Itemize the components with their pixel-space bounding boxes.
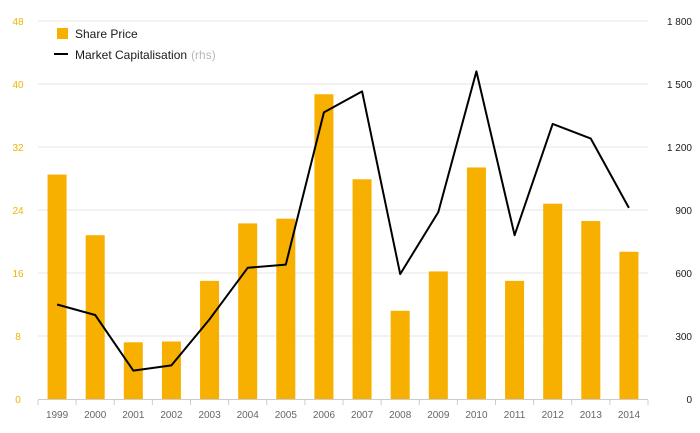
y-left-tick-label: 0 (15, 395, 21, 406)
share-price-bars (47, 94, 639, 400)
y-left-tick-label: 16 (12, 269, 24, 280)
x-tick-label: 2000 (84, 410, 107, 421)
x-tick-label: 2003 (198, 410, 221, 421)
bar-2004 (238, 223, 258, 399)
y-right-tick-label: 1 200 (667, 143, 692, 154)
bar-2013 (581, 221, 601, 399)
market-cap-line (56, 70, 630, 372)
bar-2005 (276, 218, 296, 399)
bar-2006 (314, 94, 334, 400)
x-tick-label: 2013 (580, 410, 603, 421)
x-axis: 1999 2000 2001 2002 2003 2004 2005 2006 2007 2008… (37, 399, 649, 421)
legend: Share Price Market Capitalisation (rhs) (54, 27, 216, 62)
y-right-tick-label: 0 (686, 395, 692, 406)
bar-2007 (352, 179, 372, 399)
y-right-tick-label: 600 (675, 269, 692, 280)
bar-1999 (47, 174, 67, 399)
y-left-tick-label: 32 (12, 143, 24, 154)
y-left-tick-label: 8 (15, 332, 21, 343)
x-tick-label: 2012 (542, 410, 565, 421)
bar-2000 (85, 235, 105, 399)
y-right-tick-label: 1 800 (667, 17, 692, 28)
y-axis-left: 0 8 16 24 32 40 48 (12, 17, 24, 406)
y-right-tick-label: 300 (675, 332, 692, 343)
legend-label-market-cap-suffix: (rhs) (191, 48, 216, 62)
y-right-tick-label: 900 (675, 206, 692, 217)
legend-label-market-cap: Market Capitalisation (rhs) (75, 48, 216, 62)
y-right-tick-label: 1 500 (667, 80, 692, 91)
legend-label-share-price: Share Price (75, 27, 138, 41)
y-left-tick-label: 24 (12, 206, 24, 217)
x-tick-label: 2011 (504, 410, 526, 421)
x-tick-label: 2014 (618, 410, 641, 421)
bar-2014 (619, 251, 639, 399)
x-tick-label: 2002 (160, 410, 183, 421)
bar-2009 (428, 271, 448, 399)
x-tick-label: 2004 (237, 410, 260, 421)
bar-2011 (505, 280, 525, 399)
bar-2008 (390, 310, 410, 399)
y-left-tick-label: 40 (12, 80, 24, 91)
x-tick-label: 1999 (46, 410, 69, 421)
x-tick-label: 2010 (465, 410, 488, 421)
x-tick-label: 2008 (389, 410, 412, 421)
x-tick-label: 2006 (313, 410, 336, 421)
y-axis-right: 0 300 600 900 1 200 1 500 1 800 (667, 17, 692, 406)
x-tick-label: 2005 (275, 410, 298, 421)
x-tick-label: 2001 (122, 410, 145, 421)
bar-2010 (466, 167, 486, 399)
bar-2012 (543, 203, 563, 399)
legend-label-market-cap-name: Market Capitalisation (75, 48, 187, 62)
bar-2003 (200, 280, 220, 399)
y-left-tick-label: 48 (12, 17, 24, 28)
legend-swatch-share-price (57, 28, 68, 39)
bar-2002 (161, 341, 181, 399)
x-tick-label: 2009 (427, 410, 450, 421)
x-tick-label: 2007 (351, 410, 374, 421)
